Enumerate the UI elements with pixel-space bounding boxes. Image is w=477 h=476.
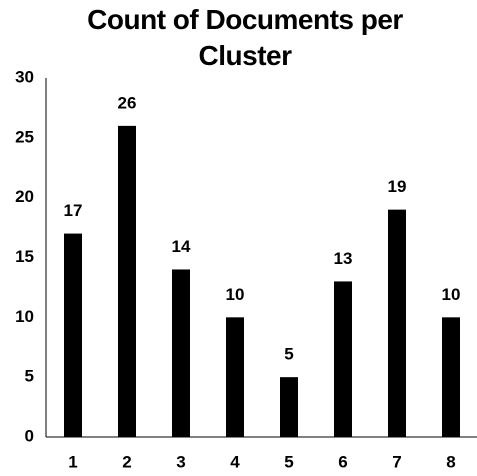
x-tick-label: 4 (230, 452, 240, 471)
y-tick-label: 10 (15, 307, 34, 326)
x-tick-label: 6 (338, 452, 347, 471)
chart-title: Count of Documents per Cluster (87, 4, 403, 71)
y-tick-label: 0 (25, 426, 34, 445)
value-label: 17 (64, 201, 83, 220)
bar (226, 317, 244, 437)
value-label: 26 (118, 93, 137, 112)
bar (118, 125, 136, 437)
x-tick-label: 1 (68, 452, 77, 471)
bar (442, 317, 460, 437)
value-label: 13 (334, 249, 353, 268)
x-tick-label: 2 (122, 452, 131, 471)
x-tick-label: 3 (176, 452, 185, 471)
x-tick-label: 5 (284, 452, 293, 471)
x-tick-label: 8 (446, 452, 455, 471)
bar (388, 209, 406, 437)
bar (172, 269, 190, 437)
value-label: 5 (284, 345, 293, 364)
y-tick-label: 20 (15, 187, 34, 206)
value-label: 10 (442, 285, 461, 304)
bar (334, 281, 352, 437)
value-label: 19 (388, 177, 407, 196)
x-tick-label: 7 (392, 452, 401, 471)
bar (64, 233, 82, 437)
bar (280, 377, 298, 437)
value-label: 14 (172, 237, 191, 256)
y-tick-label: 25 (15, 127, 34, 146)
value-label: 10 (226, 285, 245, 304)
y-tick-label: 15 (15, 247, 34, 266)
y-tick-label: 30 (15, 67, 34, 86)
y-tick-label: 5 (25, 367, 34, 386)
